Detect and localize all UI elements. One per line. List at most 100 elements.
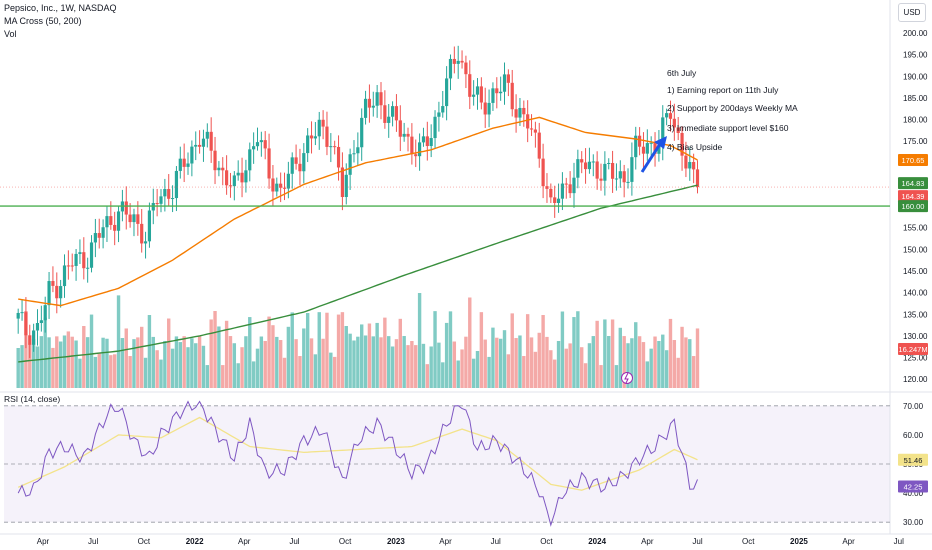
- price-tick-label: 135.00: [903, 310, 928, 319]
- currency-button[interactable]: USD: [898, 3, 926, 22]
- volume-bar: [251, 361, 256, 388]
- candle-body: [537, 132, 541, 159]
- volume-bar: [360, 324, 364, 388]
- volume-bar: [70, 336, 74, 388]
- candle-body: [371, 105, 375, 108]
- volume-bar: [352, 340, 356, 388]
- candle-body: [514, 109, 518, 118]
- volume-indicator-label[interactable]: Vol: [4, 29, 17, 39]
- volume-bar: [205, 365, 210, 388]
- volume-bar: [560, 311, 565, 388]
- candle-body: [618, 171, 622, 179]
- ma-cross-indicator-label[interactable]: MA Cross (50, 200): [4, 16, 82, 26]
- price-tick-label: 125.00: [903, 354, 928, 363]
- volume-bar: [298, 356, 302, 388]
- candle-body: [255, 142, 260, 147]
- volume-bar: [109, 355, 113, 388]
- candle-body: [506, 74, 510, 83]
- candle-body: [201, 138, 206, 147]
- candle-body: [140, 223, 144, 244]
- candle-body: [244, 170, 248, 183]
- volume-bar: [182, 336, 186, 388]
- volume-bar: [186, 347, 190, 388]
- candle-body: [587, 161, 592, 170]
- candle-body: [55, 285, 59, 299]
- candle-body: [147, 210, 152, 242]
- price-tick-label: 130.00: [903, 332, 928, 341]
- volume-bar: [255, 348, 260, 388]
- volume-bar: [317, 312, 321, 388]
- candle-body: [82, 252, 86, 269]
- candle-body: [545, 186, 549, 189]
- volume-bar: [452, 341, 457, 388]
- candle-body: [132, 214, 136, 223]
- candle-body: [217, 167, 221, 171]
- candle-body: [197, 144, 202, 147]
- volume-bar: [599, 365, 603, 388]
- time-tick-label: Oct: [138, 537, 151, 546]
- volume-bar: [444, 322, 449, 388]
- volume-bar: [429, 346, 433, 388]
- volume-bar: [302, 328, 306, 388]
- candle-body: [406, 133, 410, 137]
- candle-body: [603, 163, 607, 181]
- volume-bar: [47, 337, 51, 388]
- candle-body: [221, 167, 225, 171]
- candle-body: [541, 158, 545, 187]
- candle-body: [32, 330, 36, 345]
- volume-bar: [89, 314, 94, 388]
- volume-bar: [20, 345, 24, 388]
- candle-body: [163, 189, 167, 197]
- candle-body: [425, 136, 429, 147]
- candle-body: [267, 148, 271, 179]
- volume-bar: [680, 326, 684, 388]
- volume-bar: [58, 341, 63, 388]
- candle-body: [688, 161, 692, 169]
- volume-bar: [51, 347, 55, 388]
- candle-body: [325, 126, 329, 147]
- rsi-indicator-label[interactable]: RSI (14, close): [4, 394, 61, 404]
- candle-body: [248, 149, 252, 171]
- volume-bar: [464, 336, 468, 388]
- rsi-tick-label: 60.00: [903, 431, 924, 440]
- rsi-tick-label: 70.00: [903, 402, 924, 411]
- volume-bar: [525, 314, 530, 388]
- candle-body: [661, 117, 665, 146]
- candle-body: [74, 253, 78, 266]
- candle-body: [356, 147, 360, 154]
- volume-bar: [529, 337, 534, 388]
- volume-bar: [468, 297, 472, 388]
- volume-bar: [128, 356, 132, 388]
- volume-bar: [43, 317, 47, 388]
- candle-body: [668, 113, 673, 119]
- volume-bar: [657, 340, 661, 388]
- ma200-line: [18, 184, 698, 363]
- candle-body: [35, 322, 40, 331]
- price-tick-label: 120.00: [903, 375, 928, 384]
- volume-bar: [371, 336, 375, 388]
- candle-body: [66, 265, 70, 267]
- candle-body: [309, 135, 314, 139]
- last-price-label-bg: [898, 190, 928, 203]
- candle-body: [398, 120, 402, 137]
- price-tick-label: 195.00: [903, 51, 928, 60]
- support-value-label: 160.00: [902, 202, 925, 211]
- candle-body: [448, 58, 453, 79]
- candle-body: [136, 214, 140, 224]
- candle-body: [414, 154, 418, 157]
- candle-body: [225, 170, 229, 186]
- volume-bar: [197, 336, 202, 388]
- price-tick-label: 175.00: [903, 137, 928, 146]
- candle-body: [360, 117, 364, 148]
- annotation-earnings: 1) Earning report on 11th July: [667, 85, 779, 95]
- candle-body: [394, 106, 399, 121]
- candle-body: [468, 74, 472, 97]
- candle-body: [97, 233, 101, 238]
- candle-body: [194, 144, 198, 147]
- volume-bar: [695, 328, 700, 388]
- annotation-date: 6th July: [667, 68, 697, 78]
- volume-bar: [649, 348, 653, 388]
- volume-bar: [664, 350, 669, 388]
- candle-body: [340, 167, 345, 198]
